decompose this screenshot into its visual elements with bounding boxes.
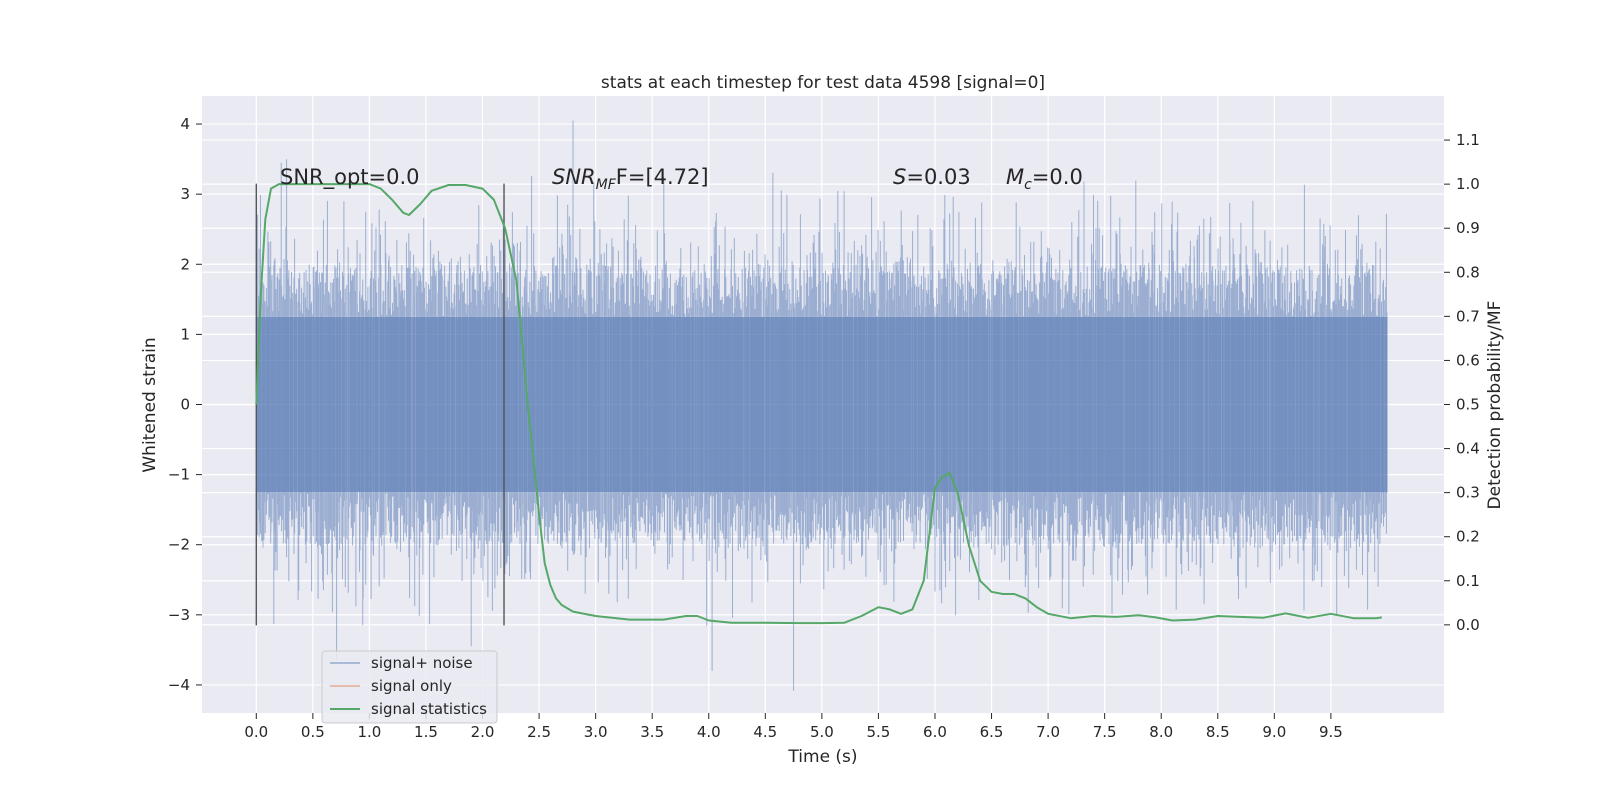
mc-sub: c xyxy=(1024,177,1032,193)
y-right-tick-label: 0.2 xyxy=(1456,528,1480,546)
signal-statistics-series xyxy=(255,183,1382,625)
x-tick-label: 2.5 xyxy=(527,723,551,741)
y-left-tick-label: −3 xyxy=(168,606,190,624)
x-tick-label: 7.5 xyxy=(1093,723,1117,741)
x-tick-label: 6.0 xyxy=(923,723,947,741)
x-tick-label: 6.5 xyxy=(980,723,1004,741)
x-tick-label: 1.5 xyxy=(414,723,438,741)
x-tick-label: 0.5 xyxy=(301,723,325,741)
x-tick-label: 4.5 xyxy=(753,723,777,741)
y-right-axis-ticks: 1.1 1.0 0.9 0.8 0.7 0.6 0.5 0.4 0.3 0.2 0.1 0.0 xyxy=(1444,131,1480,634)
legend-label-signal-only: signal only xyxy=(371,677,452,695)
y-right-tick-label: 0.0 xyxy=(1456,616,1480,634)
y-right-tick-label: 0.9 xyxy=(1456,219,1480,237)
mc-value: =0.0 xyxy=(1032,165,1083,189)
x-tick-label: 3.0 xyxy=(584,723,608,741)
y-left-tick-label: 3 xyxy=(180,185,190,203)
x-axis-ticks: 0.0 0.5 1.0 1.5 2.0 2.5 3.0 3.5 4.0 4.5 5.0 5.5 6.0 6… xyxy=(244,713,1343,741)
x-tick-label: 9.0 xyxy=(1262,723,1286,741)
window-lines xyxy=(255,183,505,626)
y-left-tick-label: −2 xyxy=(168,536,190,554)
snr-mf-base: SNR xyxy=(552,165,596,189)
y-right-tick-label: 1.1 xyxy=(1456,131,1480,149)
x-tick-label: 5.5 xyxy=(866,723,890,741)
y-right-tick-label: 0.6 xyxy=(1456,351,1480,369)
x-tick-label: 7.0 xyxy=(1036,723,1060,741)
y-right-tick-label: 0.4 xyxy=(1456,440,1480,458)
x-tick-label: 5.0 xyxy=(810,723,834,741)
s-label: S xyxy=(893,165,906,189)
x-tick-label: 8.5 xyxy=(1206,723,1230,741)
y-right-tick-label: 0.3 xyxy=(1456,484,1480,502)
y-right-tick-label: 0.7 xyxy=(1456,307,1480,325)
legend: signal+ noise signal only signal statist… xyxy=(321,650,498,724)
annotation-snr-opt: SNR_opt=0.0 xyxy=(280,165,420,190)
x-tick-label: 1.0 xyxy=(357,723,381,741)
signal-noise-series xyxy=(255,120,1388,691)
x-tick-label: 0.0 xyxy=(244,723,268,741)
y-left-tick-label: −4 xyxy=(168,676,190,694)
mc-base: M xyxy=(1006,165,1024,189)
chart-title: stats at each timestep for test data 459… xyxy=(601,73,1045,93)
snr-mf-value: F=[4.72] xyxy=(616,165,709,189)
x-axis-label: Time (s) xyxy=(787,747,857,767)
y-left-tick-label: 2 xyxy=(180,255,190,273)
y-left-tick-label: 0 xyxy=(180,396,190,414)
annotation-mc: Mc=0.0 xyxy=(1006,165,1083,193)
y-left-tick-label: −1 xyxy=(168,466,190,484)
y-right-tick-label: 0.8 xyxy=(1456,263,1480,281)
y-left-axis-label: Whitened strain xyxy=(140,337,160,472)
legend-box xyxy=(321,650,498,724)
x-tick-label: 4.0 xyxy=(697,723,721,741)
annotation-s: S=0.03 xyxy=(893,165,971,189)
annotation-snr-mf: SNRMFF=[4.72] xyxy=(552,165,709,193)
x-tick-label: 3.5 xyxy=(640,723,664,741)
s-value: =0.03 xyxy=(906,165,970,189)
y-right-axis-label: Detection probability/MF xyxy=(1485,301,1505,510)
y-left-tick-label: 4 xyxy=(180,115,190,133)
y-left-axis-ticks: 4 3 2 1 0 −1 −2 −3 −4 xyxy=(168,115,202,694)
x-tick-label: 2.0 xyxy=(471,723,495,741)
y-right-tick-label: 0.1 xyxy=(1456,572,1480,590)
snr-mf-sub: MF xyxy=(596,177,617,193)
y-right-tick-label: 0.5 xyxy=(1456,396,1480,414)
y-right-tick-label: 1.0 xyxy=(1456,175,1480,193)
statistics-line xyxy=(255,183,1382,625)
x-tick-label: 8.0 xyxy=(1149,723,1173,741)
legend-label-statistics: signal statistics xyxy=(371,700,487,718)
y-left-tick-label: 1 xyxy=(180,325,190,343)
legend-label-noise: signal+ noise xyxy=(371,654,473,672)
x-tick-label: 9.5 xyxy=(1319,723,1343,741)
